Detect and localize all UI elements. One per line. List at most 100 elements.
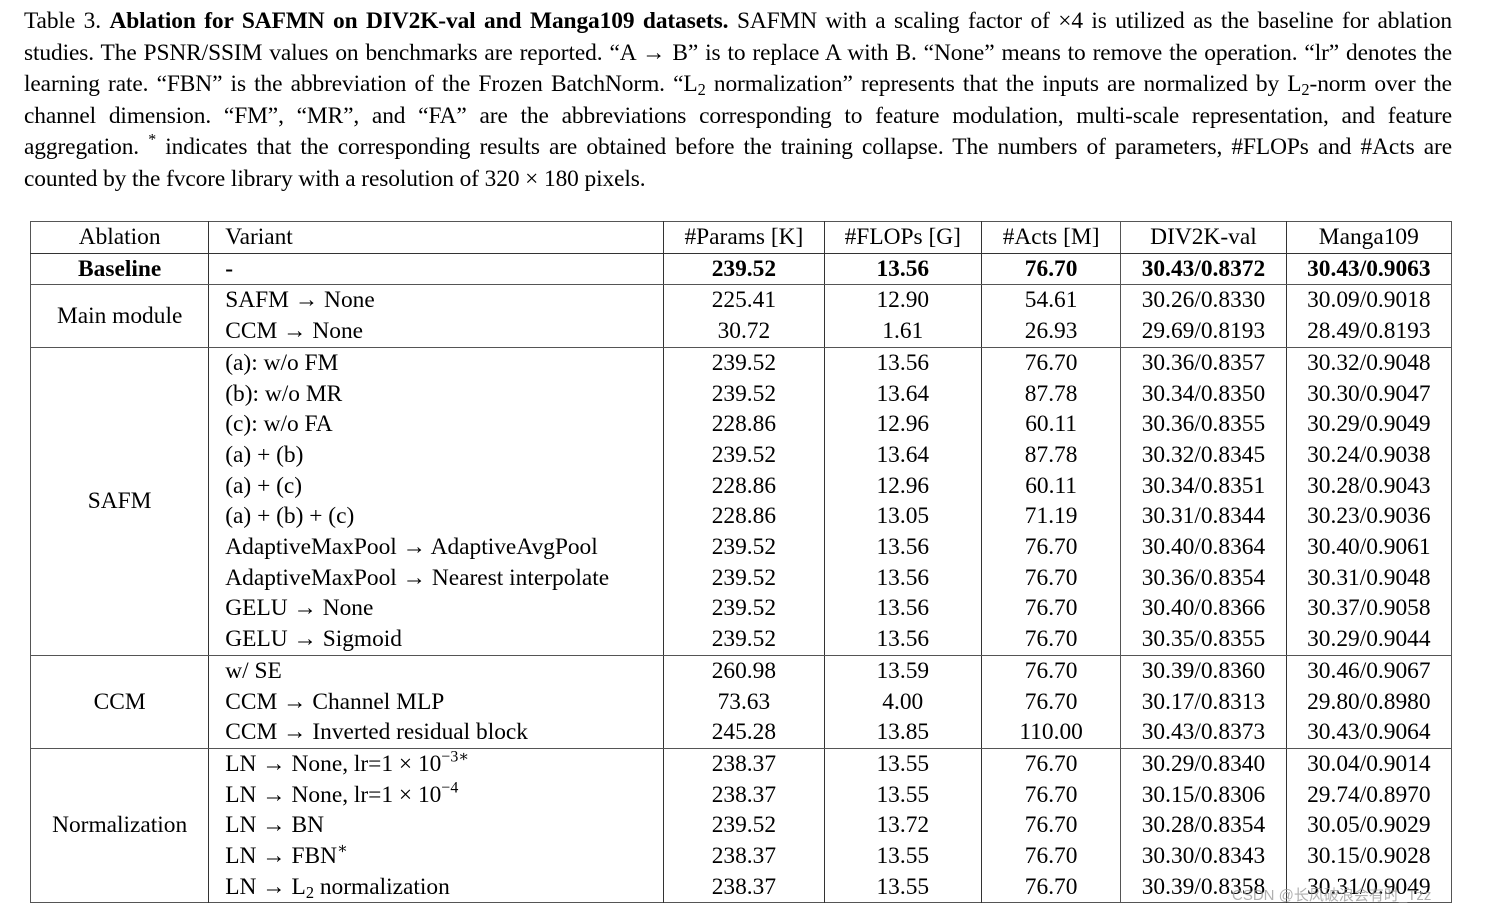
variant-cell: CCM → Channel MLP [208,686,665,718]
manga-cell: 30.29/0.9049 [1307,411,1431,438]
params-cell: 239.52 [663,439,825,471]
flops-cell: 13.85 [824,717,982,749]
variant-text: LN → L [225,873,306,900]
acts-cell: 76.70 [981,686,1122,718]
acts-cell: 76.70 [981,748,1122,780]
caption-title: Ablation for SAFMN on DIV2K-val and Mang… [109,8,729,34]
table-row: CCM → None 30.72 1.61 26.93 29.69/0.8193… [31,316,1452,348]
table-row: AdaptiveMaxPool → Nearest interpolate 23… [31,562,1452,594]
header-ablation: Ablation [30,221,210,254]
div2k-cell: 30.32/0.8345 [1120,439,1287,471]
acts-cell: 87.78 [981,439,1122,471]
header-params: #Params [K] [663,221,825,254]
variant-subscript: 2 [305,882,315,902]
table-row: (c): w/o FA 228.86 12.96 60.11 30.36/0.8… [31,409,1452,440]
flops-cell: 13.55 [824,748,982,780]
header-div2k: DIV2K-val [1120,221,1287,254]
acts-cell: 76.70 [981,593,1122,625]
manga-cell: 30.28/0.9043 [1307,472,1431,499]
div2k-cell: 30.29/0.8340 [1120,748,1287,780]
variant-cell: CCM → Inverted residual block [208,717,665,749]
caption-subscript: 2 [697,80,706,100]
acts-cell: 76.70 [981,810,1122,842]
variant-superscript: −3∗ [441,748,470,766]
div2k-cell: 30.30/0.8343 [1120,841,1287,872]
div2k-cell: 30.35/0.8355 [1120,624,1287,656]
div2k-cell: 29.69/0.8193 [1120,316,1287,348]
manga-cell: 29.80/0.8980 [1307,688,1431,715]
baseline-row: Baseline - 239.52 13.56 76.70 30.43/0.83… [30,253,1452,286]
acts-cell: 76.70 [981,841,1122,872]
params-cell: 239.52 [663,593,825,625]
caption-text: indicates that the corresponding results… [24,134,1452,192]
variant-cell: (a) + (b) + (c) [208,501,665,533]
manga-cell: 30.29/0.9044 [1286,624,1452,656]
flops-cell: 13.56 [824,532,982,563]
acts-cell: 54.61 [981,284,1122,317]
params-cell: 239.52 [663,253,825,286]
variant-text: LN → None, lr=1 × 10 [225,750,442,777]
variant-cell: SAFM → None [208,284,665,317]
caption-text: -norm over the channel dimension. “FM”, … [24,71,1452,160]
group-main-module: Main module [30,284,210,348]
caption-asterisk: * [148,131,157,149]
params-cell: 238.37 [663,748,825,780]
flops-cell: 13.56 [824,253,982,286]
div2k-cell: 30.36/0.8354 [1120,562,1287,594]
params-cell: 30.72 [663,316,825,348]
manga-cell: 30.32/0.9048 [1307,349,1431,376]
manga-cell: 30.30/0.9047 [1307,380,1431,407]
acts-cell: 76.70 [981,779,1122,811]
params-cell: 228.86 [663,409,825,440]
flops-cell: 13.59 [824,655,982,687]
table-row: LN → None, lr=1 × 10−4 238.37 13.55 76.7… [31,780,1452,811]
acts-cell: 60.11 [981,470,1122,502]
variant-cell: (a) + (b) [208,439,665,471]
flops-cell: 13.55 [824,871,982,903]
variant-cell: LN → L2 normalization [208,871,665,903]
table-row: AdaptiveMaxPool → AdaptiveAvgPool 239.52… [31,532,1452,563]
variant-cell: (a) + (c) [208,470,665,502]
variant-superscript: −4 [441,779,459,797]
table-row: (b): w/o MR 239.52 13.64 87.78 30.34/0.8… [31,378,1452,410]
div2k-cell: 30.34/0.8350 [1120,378,1287,410]
div2k-cell: 30.40/0.8364 [1120,532,1287,563]
table-row: LN → L2 normalization 238.37 13.55 76.70… [31,871,1452,903]
flops-cell: 13.56 [824,624,982,656]
params-cell: 239.52 [663,347,825,379]
header-flops: #FLOPs [G] [824,221,982,254]
table-row: LN → BN 239.52 13.72 76.70 30.28/0.8354 … [31,810,1452,842]
variant-cell: LN → None, lr=1 × 10−4 [208,779,665,811]
flops-cell: 12.90 [824,284,982,317]
flops-cell: 12.96 [824,470,982,502]
params-cell: 228.86 [663,501,825,533]
table-header-row: Ablation Variant #Params [K] #FLOPs [G] … [30,221,1452,254]
manga-cell: 30.23/0.9036 [1307,503,1431,530]
variant-cell: (a): w/o FM [208,347,665,379]
div2k-cell: 30.39/0.8358 [1120,871,1287,903]
params-cell: 238.37 [663,779,825,811]
variant-cell: w/ SE [208,655,665,687]
table-row: CCM → Inverted residual block 245.28 13.… [31,717,1452,749]
table-row: CCM → Channel MLP 73.63 4.00 76.70 30.17… [31,686,1452,718]
params-cell: 238.37 [663,841,825,872]
group-normalization: Normalization [30,748,210,903]
manga-cell: 30.40/0.9061 [1307,534,1431,561]
acts-cell: 76.70 [981,253,1122,286]
flops-cell: 13.72 [824,810,982,842]
manga-cell: 30.09/0.9018 [1307,287,1431,314]
acts-cell: 76.70 [981,347,1122,379]
manga-cell: 30.37/0.9058 [1307,595,1431,622]
manga-cell: 30.46/0.9067 [1307,657,1431,684]
flops-cell: 13.55 [824,779,982,811]
caption-text: normalization” represents that the input… [705,71,1302,97]
acts-cell: 76.70 [981,624,1122,656]
acts-cell: 71.19 [981,501,1122,533]
acts-cell: 76.70 [981,562,1122,594]
div2k-cell: 30.17/0.8313 [1120,686,1287,718]
table-row: (a) + (c) 228.86 12.96 60.11 30.34/0.835… [31,470,1452,502]
flops-cell: 13.56 [824,347,982,379]
acts-cell: 76.70 [981,532,1122,563]
params-cell: 239.52 [663,562,825,594]
variant-text: normalization [314,873,450,900]
